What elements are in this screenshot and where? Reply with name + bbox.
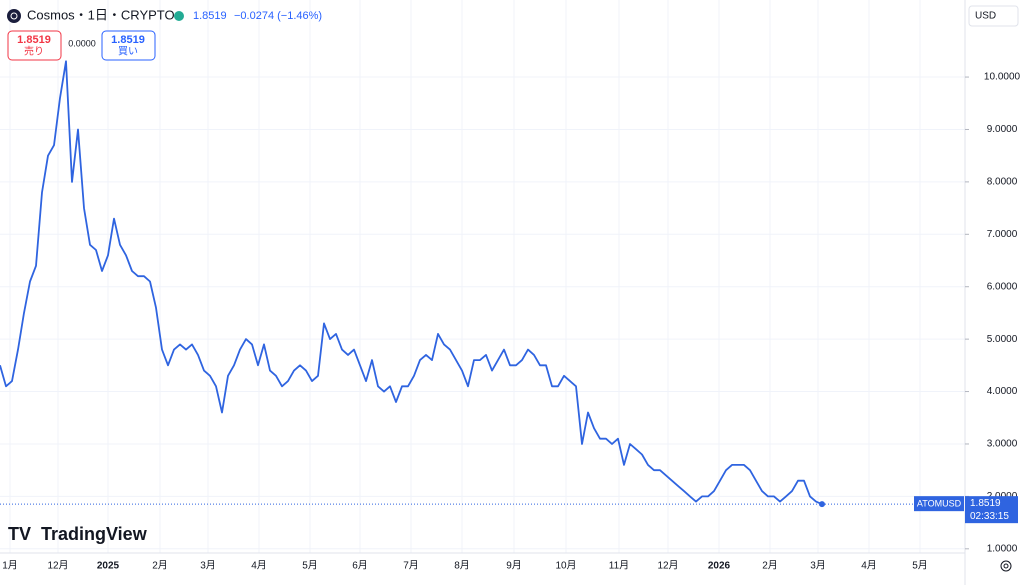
- y-tick-label: 8.0000: [987, 177, 1018, 188]
- buy-label: 買い: [118, 46, 138, 58]
- settings-icon-inner: [1003, 563, 1009, 569]
- price-badge-value: 1.8519: [970, 498, 1001, 509]
- y-tick-label: 10.0000: [984, 72, 1021, 83]
- last-price: 1.8519: [193, 10, 227, 22]
- x-tick-label: 5月: [912, 560, 928, 572]
- x-tick-label: 1月: [2, 560, 18, 572]
- y-tick-label: 6.0000: [987, 281, 1018, 292]
- grid: [0, 0, 965, 553]
- sell-button[interactable]: [7, 30, 62, 61]
- x-tick-label: 2025: [97, 561, 120, 572]
- x-tick-label: 4月: [861, 560, 877, 572]
- x-tick-label: 3月: [810, 560, 826, 572]
- currency: USD: [975, 11, 996, 22]
- x-tick-label: 9月: [506, 560, 522, 572]
- y-tick-label: 1.0000: [987, 543, 1018, 554]
- x-tick-label: 3月: [200, 560, 216, 572]
- x-tick-label: 2026: [708, 561, 731, 572]
- sell-label: 売り: [24, 45, 44, 58]
- ticker-label: ATOMUSD: [917, 499, 962, 509]
- y-tick-label: 3.0000: [987, 439, 1018, 450]
- y-tick-label: 4.0000: [987, 386, 1018, 397]
- price-change: −0.0274 (−1.46%): [234, 10, 322, 22]
- y-tick-label: 5.0000: [987, 334, 1018, 345]
- buy-button[interactable]: [101, 30, 156, 61]
- x-tick-label: 10月: [555, 560, 576, 572]
- x-tick-label: 6月: [352, 560, 368, 572]
- plot: [0, 60, 965, 508]
- x-tick-label: 11月: [609, 560, 629, 572]
- status-dot: [174, 11, 184, 21]
- price-line: [0, 60, 823, 506]
- y-tick-label: 9.0000: [987, 124, 1018, 135]
- spread: 0.0000: [68, 38, 96, 48]
- y-tick-label: 7.0000: [987, 229, 1018, 240]
- settings-icon[interactable]: [1000, 560, 1012, 572]
- ticker-badge: [914, 496, 964, 512]
- currency-button[interactable]: [968, 5, 1019, 27]
- buy-price: 1.8519: [111, 34, 145, 46]
- x-tick-label: 12月: [657, 560, 678, 572]
- sell-price: 1.8519: [17, 34, 51, 46]
- countdown: 02:33:15: [970, 511, 1009, 522]
- price-badge: [965, 496, 1018, 524]
- x-tick-label: 2月: [762, 560, 778, 572]
- x-tick-label: 2月: [152, 560, 168, 572]
- x-tick-label: 12月: [47, 560, 68, 572]
- symbol-icon: [7, 9, 21, 23]
- brand-mark: TV: [8, 524, 31, 544]
- x-tick-label: 8月: [454, 560, 470, 572]
- x-tick-label: 4月: [251, 560, 267, 572]
- symbol-title[interactable]: Cosmos・1日・CRYPTO: [27, 7, 175, 22]
- x-tick-label: 7月: [403, 560, 419, 572]
- x-tick-label: 5月: [302, 560, 318, 572]
- brand: TradingView: [41, 524, 148, 544]
- last-point: [819, 501, 825, 508]
- symbol-icon-mark: [10, 12, 18, 20]
